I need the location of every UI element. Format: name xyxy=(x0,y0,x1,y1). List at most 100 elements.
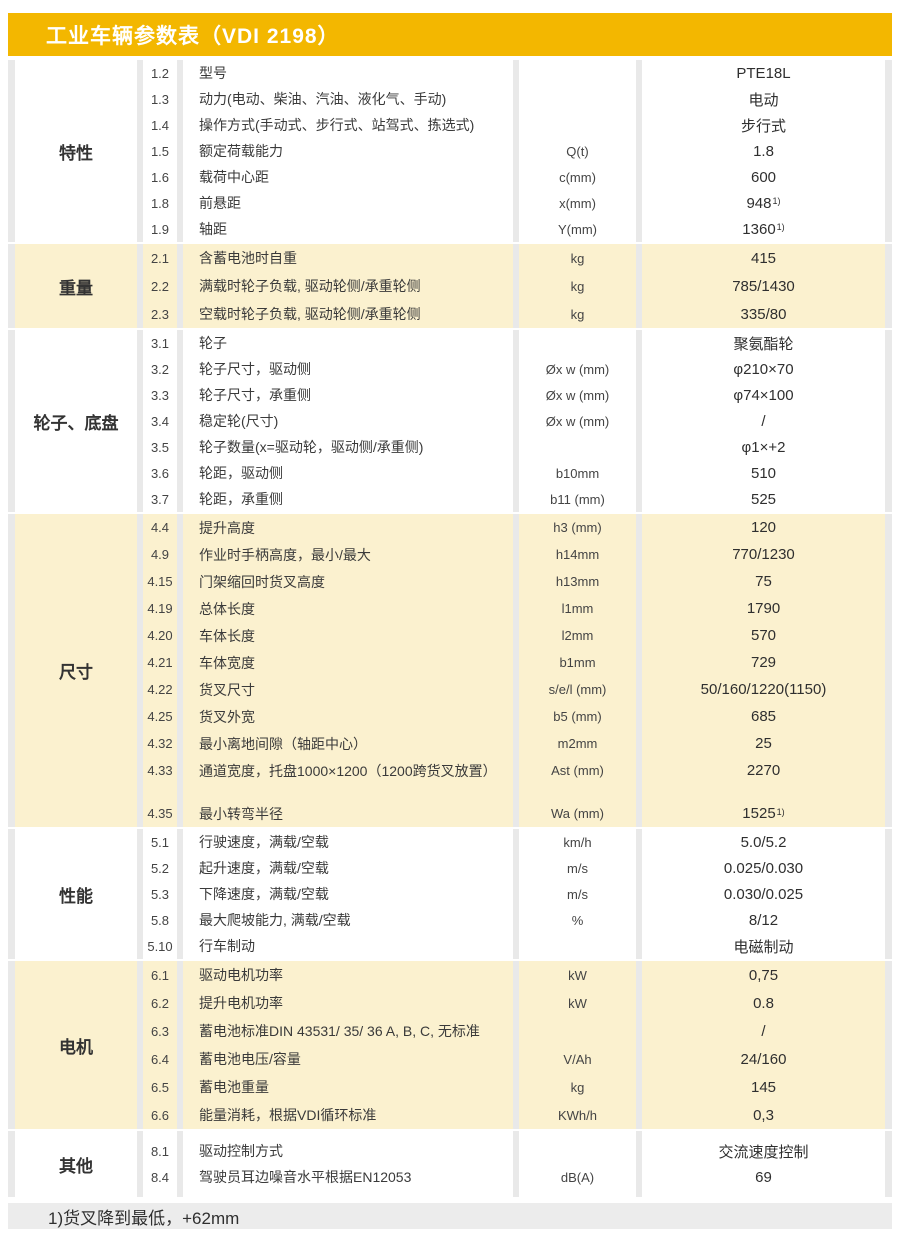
row-number: 1.8 xyxy=(143,190,177,216)
row-value xyxy=(642,784,885,800)
row-description: 最小转弯半径 xyxy=(183,800,513,827)
row-number xyxy=(143,1190,177,1197)
row-value: 729 xyxy=(642,649,885,676)
row-number: 5.10 xyxy=(143,933,177,959)
row-description: 稳定轮(尺寸) xyxy=(183,408,513,434)
row-unit xyxy=(519,60,636,86)
row-unit: m/s xyxy=(519,855,636,881)
row-value: 335/80 xyxy=(642,300,885,328)
row-unit: Øx w (mm) xyxy=(519,382,636,408)
section-label: 轮子、底盘 xyxy=(15,330,137,512)
row-number: 8.4 xyxy=(143,1164,177,1190)
row-number: 1.5 xyxy=(143,138,177,164)
row-value: 0,3 xyxy=(642,1101,885,1129)
row-value: φ74×100 xyxy=(642,382,885,408)
row-unit: Q(t) xyxy=(519,138,636,164)
footnote-text: 1)货叉降到最低，+62mm xyxy=(48,1208,240,1228)
row-unit: V/Ah xyxy=(519,1045,636,1073)
section-label: 重量 xyxy=(15,244,137,328)
spec-sheet: 工业车辆参数表（VDI 2198） 特性 1.2 型号 PTE18L 1.3 动力(电动、… xyxy=(8,13,892,1197)
row-number: 6.3 xyxy=(143,1017,177,1045)
row-unit: Wa (mm) xyxy=(519,800,636,827)
row-value: 8/12 xyxy=(642,907,885,933)
row-number: 4.35 xyxy=(143,800,177,827)
row-value: 69 xyxy=(642,1164,885,1190)
row-value: 600 xyxy=(642,164,885,190)
row-unit: kg xyxy=(519,300,636,328)
row-unit xyxy=(519,933,636,959)
row-value: 24/160 xyxy=(642,1045,885,1073)
row-value: 2270 xyxy=(642,757,885,784)
row-number: 4.20 xyxy=(143,622,177,649)
header-bar: 工业车辆参数表（VDI 2198） xyxy=(8,13,892,56)
row-number: 3.2 xyxy=(143,356,177,382)
row-number: 6.6 xyxy=(143,1101,177,1129)
row-value: 聚氨酯轮 xyxy=(642,330,885,356)
row-value: 50/160/1220(1150) xyxy=(642,676,885,703)
row-description: 提升电机功率 xyxy=(183,989,513,1017)
row-number: 2.2 xyxy=(143,272,177,300)
row-value: 交流速度控制 xyxy=(642,1138,885,1164)
section-label: 性能 xyxy=(15,829,137,959)
row-description: 能量消耗，根据VDI循环标准 xyxy=(183,1101,513,1129)
row-description: 型号 xyxy=(183,60,513,86)
row-description: 驾驶员耳边噪音水平根据EN12053 xyxy=(183,1164,513,1190)
section-轮子、底盘: 轮子、底盘 3.1 轮子 聚氨酯轮 3.2 轮子尺寸，驱动侧 Øx w (mm) φ210×7… xyxy=(8,330,892,512)
row-unit: h13mm xyxy=(519,568,636,595)
row-number: 4.21 xyxy=(143,649,177,676)
row-value: 570 xyxy=(642,622,885,649)
row-number: 3.1 xyxy=(143,330,177,356)
row-unit xyxy=(519,112,636,138)
row-description: 蓄电池电压/容量 xyxy=(183,1045,513,1073)
row-value: 电磁制动 xyxy=(642,933,885,959)
row-unit: Y(mm) xyxy=(519,216,636,242)
footnote-marker: 1) xyxy=(776,222,785,232)
row-description: 满载时轮子负载, 驱动轮侧/承重轮侧 xyxy=(183,272,513,300)
row-description: 驱动控制方式 xyxy=(183,1138,513,1164)
row-unit: % xyxy=(519,907,636,933)
row-value: 415 xyxy=(642,244,885,272)
row-description: 驱动电机功率 xyxy=(183,961,513,989)
row-value: 0,75 xyxy=(642,961,885,989)
row-value: 145 xyxy=(642,1073,885,1101)
row-description: 轮子尺寸，驱动侧 xyxy=(183,356,513,382)
row-value: 770/1230 xyxy=(642,541,885,568)
row-description: 轮子 xyxy=(183,330,513,356)
row-number: 2.3 xyxy=(143,300,177,328)
row-unit: b10mm xyxy=(519,460,636,486)
row-description: 前悬距 xyxy=(183,190,513,216)
section-label: 尺寸 xyxy=(15,514,137,827)
row-unit xyxy=(519,330,636,356)
row-value: 1360 1) xyxy=(642,216,885,242)
row-description: 起升速度，满载/空载 xyxy=(183,855,513,881)
row-unit: b11 (mm) xyxy=(519,486,636,512)
row-description: 总体长度 xyxy=(183,595,513,622)
row-description xyxy=(183,1190,513,1197)
row-description: 货叉外宽 xyxy=(183,703,513,730)
row-value: PTE18L xyxy=(642,60,885,86)
row-description: 车体宽度 xyxy=(183,649,513,676)
row-value: 685 xyxy=(642,703,885,730)
row-number: 5.3 xyxy=(143,881,177,907)
row-number: 5.8 xyxy=(143,907,177,933)
row-value: 510 xyxy=(642,460,885,486)
row-description: 通道宽度，托盘1000×1200（1200跨货叉放置） xyxy=(183,757,513,784)
row-value: 0.025/0.030 xyxy=(642,855,885,881)
row-description: 轮距，驱动侧 xyxy=(183,460,513,486)
row-number: 4.33 xyxy=(143,757,177,784)
row-number: 3.4 xyxy=(143,408,177,434)
row-unit: l2mm xyxy=(519,622,636,649)
row-number: 3.6 xyxy=(143,460,177,486)
row-description xyxy=(183,784,513,800)
section-电机: 电机 6.1 驱动电机功率 kW 0,75 6.2 提升电机功率 kW 0.8 6.3 蓄电池标准D… xyxy=(8,961,892,1129)
section-其他: 其他 8.1 驱动控制方式 交流速度控制 8.4 驾驶员耳边噪音水平根据EN12053 dB… xyxy=(8,1131,892,1197)
row-description: 作业时手柄高度，最小/最大 xyxy=(183,541,513,568)
row-value: 步行式 xyxy=(642,112,885,138)
row-number: 4.32 xyxy=(143,730,177,757)
row-value: 0.8 xyxy=(642,989,885,1017)
row-description: 最小离地间隙（轴距中心） xyxy=(183,730,513,757)
row-value: 0.030/0.025 xyxy=(642,881,885,907)
row-description: 空载时轮子负载, 驱动轮侧/承重轮侧 xyxy=(183,300,513,328)
row-unit: l1mm xyxy=(519,595,636,622)
row-number: 4.9 xyxy=(143,541,177,568)
